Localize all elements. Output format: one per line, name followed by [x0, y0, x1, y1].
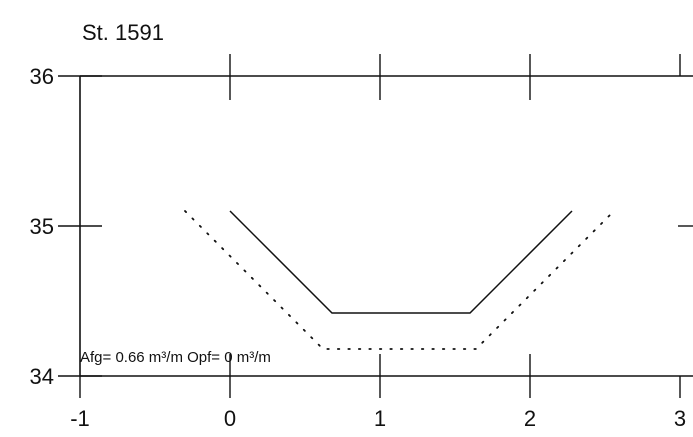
axis-ticks: -1 0 1 2 3 34 35 36 [30, 54, 693, 431]
series-layer [184, 210, 615, 350]
y-tick-label: 36 [30, 64, 54, 89]
y-tick-label: 34 [30, 364, 54, 389]
x-tick-label: 2 [524, 406, 536, 431]
volume-annotation: Afg= 0.66 m³/m Opf= 0 m³/m [80, 349, 271, 366]
x-tick-label: 0 [224, 406, 236, 431]
x-tick-label: 1 [374, 406, 386, 431]
y-tick-label: 35 [30, 214, 54, 239]
plot-frame [79, 75, 693, 377]
x-tick-label: 3 [674, 406, 686, 431]
x-tick-label: -1 [70, 406, 90, 431]
chart-title: St. 1591 [82, 20, 164, 45]
dotted-profile-line [184, 210, 615, 350]
solid-profile-line [229, 210, 573, 314]
